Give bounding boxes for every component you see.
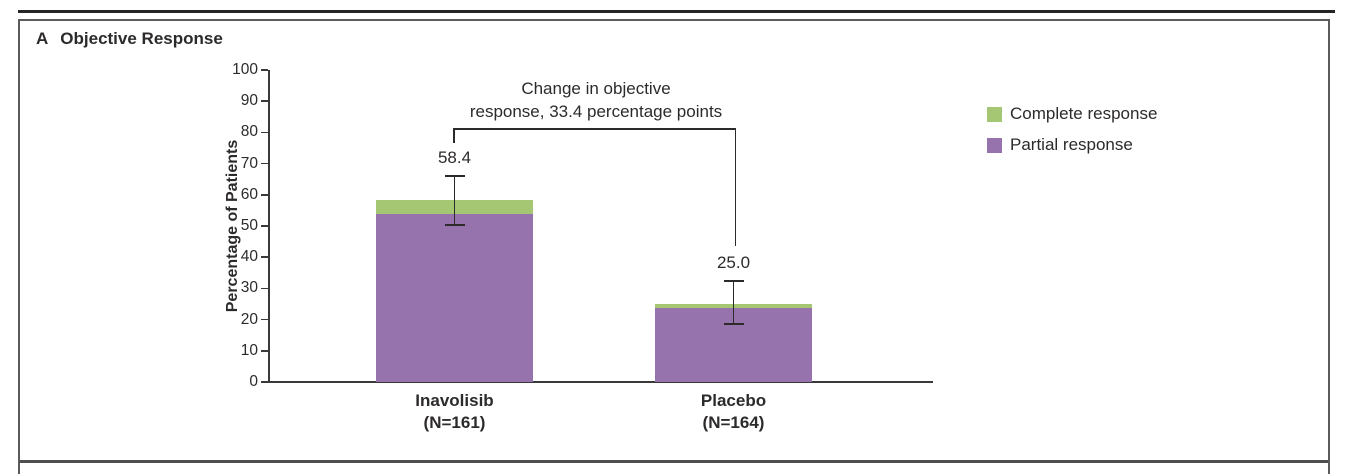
y-tick-mark	[261, 100, 268, 102]
legend-label: Partial response	[1010, 135, 1133, 154]
y-tick-label: 90	[240, 92, 258, 110]
legend-row: Complete response	[987, 105, 1157, 123]
y-tick-label: 30	[240, 279, 258, 297]
legend-swatch	[987, 137, 1002, 153]
figure-top-rule	[18, 10, 1335, 13]
legend-label: Complete response	[1010, 104, 1158, 123]
y-tick-label: 0	[249, 373, 258, 390]
y-tick-mark	[261, 318, 268, 321]
panel-header: A Objective Response	[36, 29, 223, 49]
legend-swatch	[987, 106, 1002, 122]
panel-bottom-divider	[20, 460, 1328, 463]
x-category-label: Inavolisib (N=161)	[360, 390, 550, 434]
y-tick-mark	[261, 225, 268, 227]
change-annotation-line2: response, 33.4 percentage points	[469, 102, 723, 121]
y-tick-label: 10	[240, 341, 258, 359]
y-tick-label: 50	[240, 217, 258, 234]
bracket-right-drop	[734, 128, 737, 246]
legend-row: Partial response	[987, 136, 1157, 154]
panel-letter: A	[36, 29, 49, 48]
bracket-horizontal	[453, 128, 735, 130]
panel-title: Objective Response	[60, 29, 223, 48]
error-bar-cap-top	[444, 174, 465, 177]
y-tick-mark	[261, 381, 268, 383]
bar-value-label: 58.4	[437, 147, 472, 167]
y-tick-label: 70	[240, 154, 258, 172]
change-annotation: Change in objective response, 33.4 perce…	[445, 77, 747, 123]
bar-segment-partial-response	[376, 213, 533, 382]
y-tick-mark	[261, 69, 268, 71]
y-axis-line	[268, 70, 270, 383]
y-tick-mark	[261, 350, 268, 352]
error-bar-cap-bottom	[723, 323, 744, 326]
panel-border-box	[18, 19, 1330, 474]
error-bar-cap-top	[723, 280, 744, 283]
y-tick-label: 20	[240, 310, 258, 328]
error-bar-line	[453, 175, 456, 225]
x-category-n: (N=161)	[423, 413, 486, 432]
x-axis-line	[268, 381, 933, 383]
x-category-n: (N=164)	[702, 413, 765, 432]
y-tick-mark	[261, 287, 268, 290]
y-tick-mark	[261, 194, 268, 196]
error-bar-cap-bottom	[444, 223, 465, 226]
y-tick-mark	[261, 256, 268, 258]
error-bar-line	[732, 281, 735, 325]
y-tick-mark	[261, 131, 268, 134]
y-tick-label: 80	[240, 123, 258, 141]
x-category-name: Inavolisib	[415, 391, 494, 410]
y-tick-label: 60	[240, 185, 258, 203]
y-tick-mark	[261, 162, 268, 165]
bar-value-label: 25.0	[716, 253, 751, 273]
change-annotation-line1: Change in objective	[521, 79, 671, 98]
bracket-left-tick	[453, 128, 455, 143]
x-category-name: Placebo	[700, 391, 767, 410]
y-tick-label: 40	[240, 248, 258, 266]
y-tick-label: 100	[232, 61, 258, 78]
x-category-label: Placebo (N=164)	[639, 390, 829, 434]
legend: Complete response Partial response	[987, 105, 1157, 167]
